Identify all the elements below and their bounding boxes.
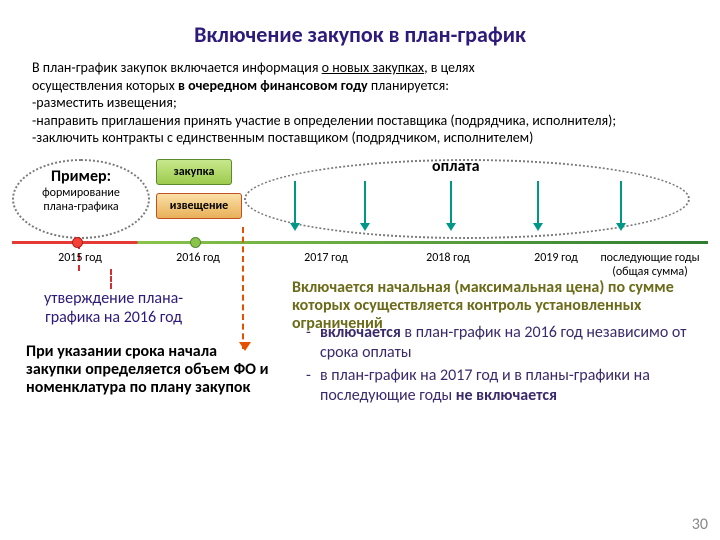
utv-text: утверждение плана-графика на 2016 год bbox=[44, 289, 183, 327]
example-oval: Пример: формирование плана-графика bbox=[12, 159, 150, 239]
year-label: 2017 год bbox=[290, 251, 362, 265]
timeline-dot bbox=[190, 237, 201, 248]
year-label: 2019 год bbox=[520, 251, 592, 265]
payment-arrow bbox=[450, 181, 452, 229]
page-number: 30 bbox=[692, 515, 708, 534]
zakupka-box: закупка bbox=[156, 159, 232, 185]
year-label: 2018 год bbox=[412, 251, 484, 265]
payment-arrow bbox=[620, 181, 622, 229]
intro-text: В план-график закупок включается информа… bbox=[0, 59, 720, 155]
dash-big-arrow bbox=[242, 227, 244, 349]
diagram: Пример: формирование плана-графика закуп… bbox=[12, 159, 708, 379]
payment-arrow bbox=[537, 181, 539, 229]
payment-arrow bbox=[294, 181, 296, 229]
year-label: 2015 год bbox=[44, 251, 116, 265]
page-title: Включение закупок в план-график bbox=[0, 0, 720, 59]
bullets: включается в план-график на 2016 год нез… bbox=[306, 323, 696, 409]
pri-text: При указании срока начала закупки опреде… bbox=[26, 343, 276, 398]
oplata-label: оплата bbox=[432, 157, 480, 176]
izveshchenie-box: извещение bbox=[156, 193, 242, 219]
dash-down bbox=[110, 269, 112, 289]
year-label: 2016 год bbox=[162, 251, 234, 265]
year-label: последующие годы (общая сумма) bbox=[590, 251, 710, 279]
payment-arrow bbox=[364, 181, 366, 229]
timeline bbox=[12, 241, 708, 244]
timeline-dot bbox=[72, 237, 83, 248]
